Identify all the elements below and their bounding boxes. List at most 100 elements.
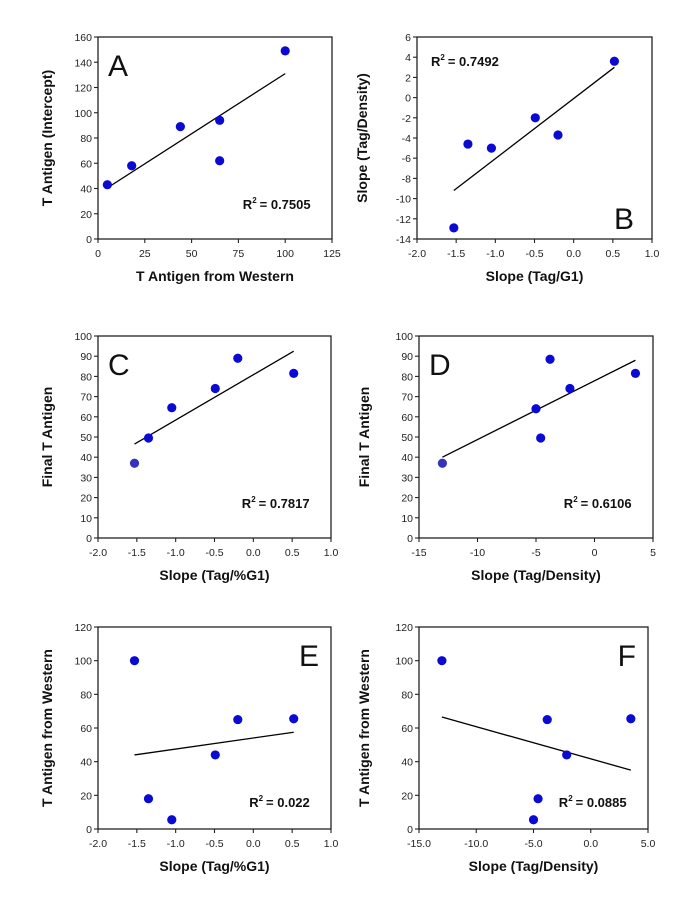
x-tick-label: 0.0 — [583, 838, 598, 850]
x-axis-title: Slope (Tag/G1) — [486, 268, 584, 284]
y-axis-title: T Antigen from Western — [356, 649, 372, 807]
y-tick-label: 10 — [401, 513, 413, 525]
x-tick-label: 0 — [592, 547, 598, 559]
data-point — [102, 180, 112, 190]
y-tick-label: 40 — [401, 757, 413, 769]
data-point — [215, 156, 225, 166]
y-tick-label: 70 — [80, 392, 92, 404]
y-tick-label: -12 — [396, 214, 411, 226]
data-point — [553, 130, 563, 140]
panel-letter: B — [614, 203, 634, 236]
y-tick-label: 20 — [401, 493, 413, 505]
data-point — [289, 368, 299, 378]
y-axis-title: T Antigen (Intercept) — [39, 70, 55, 206]
y-tick-label: 50 — [401, 432, 413, 444]
x-tick-label: -1.5 — [447, 248, 465, 260]
data-point — [536, 433, 546, 443]
data-point — [449, 223, 459, 233]
x-tick-label: 25 — [139, 248, 151, 260]
x-tick-label: 0.5 — [606, 248, 621, 260]
y-tick-label: 120 — [74, 622, 92, 634]
data-point — [143, 433, 154, 443]
r-symbol: R — [559, 795, 569, 810]
data-point — [167, 403, 177, 413]
x-tick-label: -15 — [411, 547, 426, 559]
trendline — [453, 66, 615, 192]
x-tick-label: -0.5 — [205, 838, 223, 850]
r-superscript: 2 — [251, 495, 256, 504]
x-axis-title: Slope (Tag/%G1) — [159, 567, 269, 583]
y-tick-label: 20 — [80, 790, 92, 802]
y-axis-title: Final T Antigen — [356, 387, 372, 488]
x-tick-label: 0.0 — [566, 248, 581, 260]
panel-b: -14 -12 -10 -8 -6 -4 -2 0 2 4 6 -2.0 -1.5 -1.0 -0.5 0.0… — [354, 32, 659, 284]
r-squared-label: R2 = 0.7505 — [243, 196, 311, 212]
panel-d: 0 10 20 30 40 50 60 70 80 90 100 -15 -10 -5 0 5 Slope (T… — [356, 331, 656, 583]
y-tick-label: 6 — [405, 32, 411, 44]
r-symbol: R — [564, 496, 574, 511]
data-point — [437, 656, 447, 666]
data-point — [486, 143, 497, 153]
data-point — [463, 139, 473, 149]
y-tick-label: 60 — [80, 158, 92, 170]
data-point — [437, 458, 447, 468]
r-squared-value: = 0.7492 — [448, 54, 499, 69]
data-point — [210, 750, 220, 760]
r-squared-value: = 0.0885 — [576, 795, 627, 810]
y-axis-title: Final T Antigen — [39, 387, 55, 488]
y-tick-label: 40 — [80, 452, 92, 464]
data-point — [127, 161, 137, 171]
data-point — [531, 404, 541, 414]
y-tick-label: 100 — [395, 331, 413, 343]
y-tick-label: -2 — [402, 113, 411, 125]
data-point — [280, 46, 290, 56]
x-tick-label: 50 — [186, 248, 198, 260]
y-tick-label: 100 — [74, 108, 92, 120]
y-tick-label: 20 — [401, 790, 413, 802]
panel-letter: A — [108, 50, 128, 83]
panel-letter: F — [618, 640, 636, 673]
y-tick-label: -6 — [402, 153, 411, 165]
data-point — [215, 115, 225, 125]
y-tick-label: 40 — [80, 184, 92, 196]
y-tick-label: 10 — [80, 513, 92, 525]
y-tick-label: 160 — [74, 32, 92, 44]
x-tick-label: -2.0 — [89, 838, 107, 850]
data-point — [210, 383, 220, 394]
data-point — [630, 368, 641, 378]
data-point — [542, 714, 552, 725]
r-symbol: R — [243, 197, 253, 212]
y-tick-label: 40 — [80, 757, 92, 769]
data-point — [129, 458, 140, 468]
panel-a: 0 20 40 60 80 100 120 140 160 0 25 50 75 100 125 T Anti… — [39, 32, 341, 284]
x-tick-label: -1.5 — [128, 838, 146, 850]
data-point — [528, 815, 539, 825]
y-tick-label: 80 — [401, 371, 413, 383]
y-tick-label: 2 — [405, 72, 411, 84]
data-point — [626, 714, 636, 724]
r-superscript: 2 — [259, 794, 264, 803]
r-superscript: 2 — [568, 794, 573, 803]
panel-letter: D — [429, 349, 451, 382]
r-squared-value: = 0.022 — [266, 795, 310, 810]
y-tick-label: 30 — [80, 472, 92, 484]
x-tick-label: -10.0 — [464, 838, 488, 850]
y-tick-label: 60 — [80, 723, 92, 735]
y-tick-label: 4 — [405, 52, 411, 64]
y-tick-label: -4 — [402, 133, 411, 145]
panel-e: 0 20 40 60 80 100 120 -2.0 -1.5 -1.0 -0.5 0.0 0.5 1.0… — [39, 622, 338, 874]
y-tick-label: 0 — [86, 533, 92, 545]
x-tick-label: -5 — [531, 547, 540, 559]
x-tick-label: -5.0 — [524, 838, 542, 850]
r-symbol: R — [242, 496, 252, 511]
r-squared-label: R2 = 0.6106 — [564, 495, 632, 511]
y-tick-label: 90 — [401, 351, 413, 363]
x-tick-label: -10 — [470, 547, 485, 559]
r-squared-label: R2 = 0.0885 — [559, 794, 627, 810]
data-point — [609, 56, 620, 66]
data-point — [175, 122, 185, 132]
x-tick-label: -2.0 — [408, 248, 426, 260]
r-squared-value: = 0.6106 — [581, 496, 632, 511]
y-tick-label: 60 — [80, 412, 92, 424]
r-squared-value: = 0.7817 — [259, 496, 310, 511]
